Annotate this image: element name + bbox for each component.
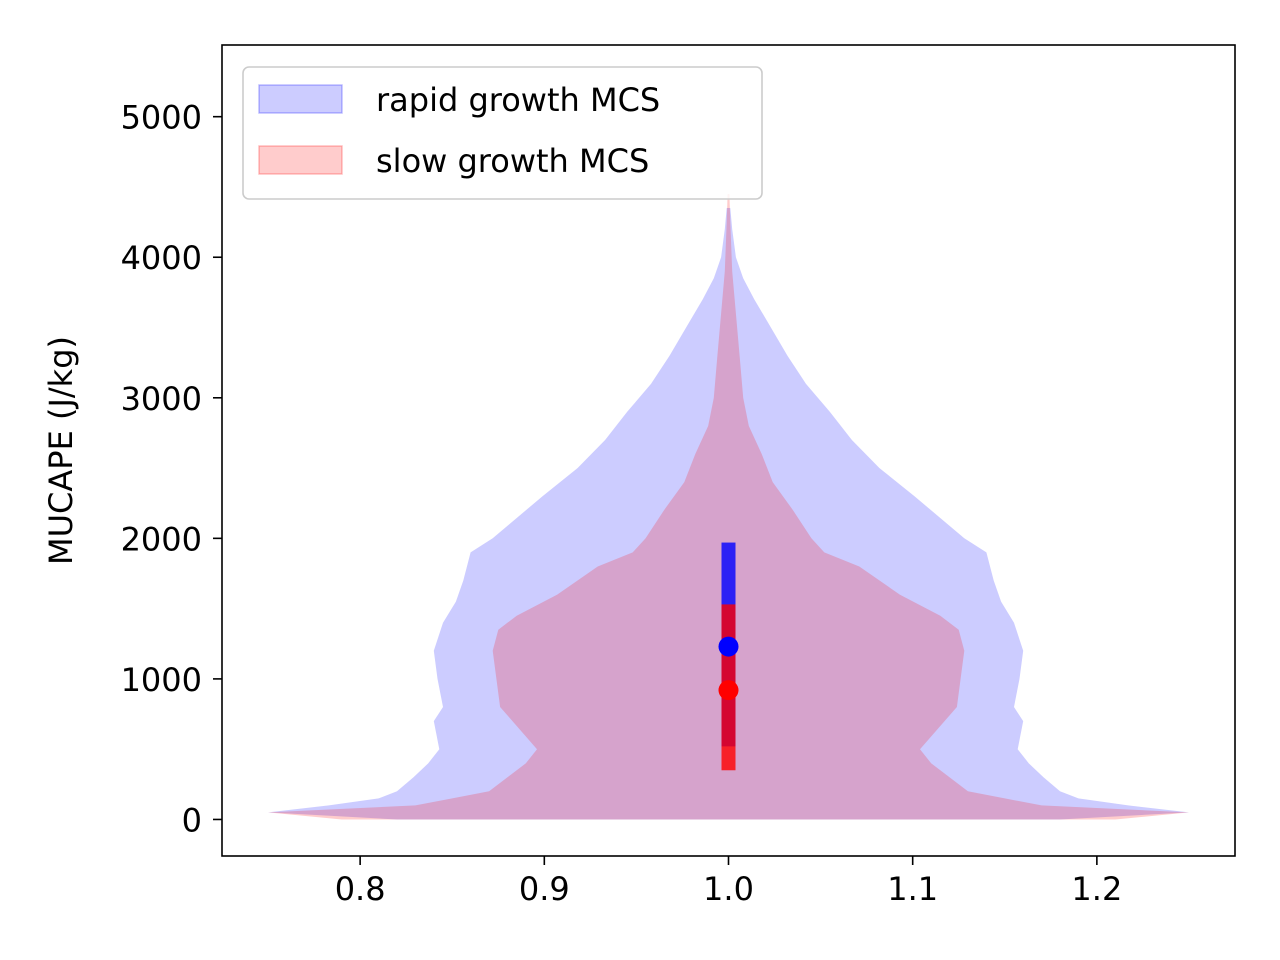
legend-box	[242, 66, 763, 200]
legend-swatch-0	[258, 84, 343, 114]
legend: rapid growth MCS slow growth MCS	[242, 66, 763, 200]
legend-swatch-1	[258, 145, 343, 175]
quartile-layer	[718, 542, 739, 771]
violin-body-0	[268, 208, 1189, 820]
y-tick-label: 1000	[121, 661, 202, 699]
y-tick-label: 2000	[121, 520, 202, 558]
y-tick-label: 5000	[121, 99, 202, 137]
x-tick-label: 0.9	[519, 870, 570, 908]
x-tick-label: 0.8	[335, 870, 386, 908]
violin-layer	[268, 194, 1189, 820]
y-axis: 0 1000 2000 3000 4000 5000	[121, 99, 222, 839]
x-tick-label: 1.2	[1071, 870, 1122, 908]
y-tick-label: 0	[182, 801, 202, 839]
median-point-1	[718, 680, 739, 701]
x-tick-label: 1.0	[703, 870, 754, 908]
legend-label-0: rapid growth MCS	[376, 81, 660, 119]
y-tick-label: 3000	[121, 380, 202, 418]
violin-body-1	[268, 194, 1189, 820]
legend-label-1: slow growth MCS	[376, 142, 649, 180]
x-tick-label: 1.1	[887, 870, 938, 908]
y-axis-label: MUCAPE (J/kg)	[42, 336, 80, 565]
y-tick-label: 4000	[121, 239, 202, 277]
median-point-0	[718, 636, 739, 657]
x-axis: 0.8 0.9 1.0 1.1 1.2	[335, 856, 1122, 908]
